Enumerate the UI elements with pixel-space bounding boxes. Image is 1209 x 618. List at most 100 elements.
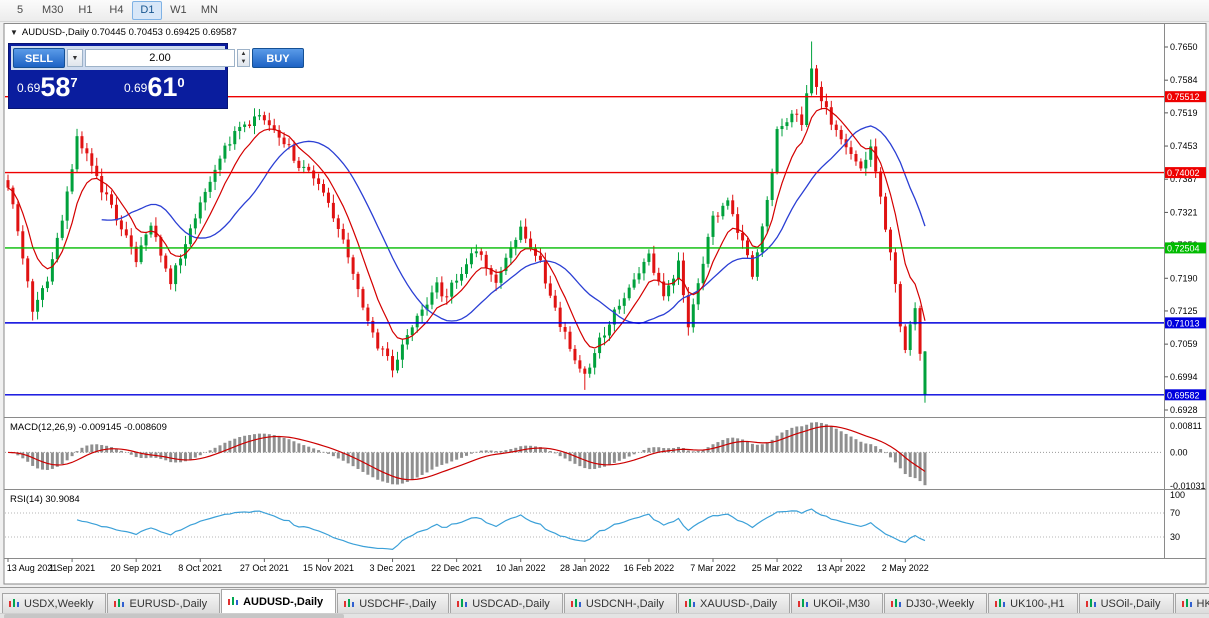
tab-usdchf-daily[interactable]: USDCHF-,Daily (337, 593, 450, 613)
tab-usdcad-daily[interactable]: USDCAD-,Daily (450, 593, 563, 613)
svg-text:0.6994: 0.6994 (1170, 372, 1198, 382)
svg-text:0.7519: 0.7519 (1170, 108, 1198, 118)
timeframe-button-h1[interactable]: H1 (78, 4, 93, 16)
svg-text:8 Oct 2021: 8 Oct 2021 (178, 563, 222, 573)
svg-text:10 Jan 2022: 10 Jan 2022 (496, 563, 546, 573)
svg-text:0.7453: 0.7453 (1170, 141, 1198, 151)
tab-label: XAUUSD-,Daily (700, 597, 778, 610)
symbol-ohlc-text: AUDUSD-,Daily 0.70445 0.70453 0.69425 0.… (21, 27, 237, 38)
tab-label: USOil-,Daily (1100, 597, 1161, 610)
chart-tab-icon (798, 599, 809, 607)
svg-text:0.7650: 0.7650 (1170, 42, 1198, 52)
sell-price-display[interactable]: 0.69587 (11, 71, 118, 106)
timeframe-button-w1[interactable]: W1 (170, 4, 187, 16)
svg-text:2 May 2022: 2 May 2022 (882, 563, 929, 573)
tab-audusd-daily-active[interactable]: AUDUSD-,Daily (221, 589, 337, 613)
sell-button[interactable]: SELL (13, 48, 65, 68)
timeframe-button-d1[interactable]: D1 (132, 1, 163, 20)
chart-tab-bar: USDX,Weekly EURUSD-,Daily AUDUSD-,Daily … (0, 587, 1209, 613)
tab-label: UKOil-,M30 (813, 597, 870, 610)
svg-text:25 Mar 2022: 25 Mar 2022 (752, 563, 803, 573)
tab-usdcnh-daily[interactable]: USDCNH-,Daily (563, 593, 678, 613)
timeframe-button-h4[interactable]: H4 (109, 4, 124, 16)
price-chart-canvas[interactable]: 0.7650 0.7584 0.7519 0.7453 0.7387 0.7321 0.72… (0, 22, 1209, 587)
volume-input[interactable] (85, 49, 235, 67)
svg-text:100: 100 (1170, 490, 1185, 500)
svg-text:13 Apr 2022: 13 Apr 2022 (817, 563, 866, 573)
chart-tab-icon (9, 599, 19, 607)
buy-price-sup: 0 (177, 75, 185, 90)
chart-tab-icon (228, 597, 239, 605)
buy-price-display[interactable]: 0.69610 (118, 71, 225, 106)
horizontal-scrollbar[interactable] (0, 613, 1209, 618)
tab-hk50[interactable]: HK50-, (1174, 593, 1209, 613)
svg-text:-0.01031: -0.01031 (1170, 481, 1206, 491)
ma-slow-line (101, 125, 926, 325)
chart-tab-icon (890, 599, 901, 607)
tab-xauusd-daily[interactable]: XAUUSD-,Daily (678, 593, 791, 613)
sell-price-prefix: 0.69 (17, 81, 41, 95)
macd-indicator-header: MACD(12,26,9) -0.009145 -0.008609 (10, 422, 167, 433)
svg-text:30: 30 (1170, 532, 1180, 542)
tab-label: USDX,Weekly (24, 597, 94, 610)
svg-text:0.7584: 0.7584 (1170, 75, 1198, 85)
volume-step-down-icon[interactable]: ▼ (240, 59, 247, 65)
chart-tab-icon (1181, 599, 1192, 607)
rsi-line (76, 508, 926, 551)
symbol-ohlc-header: ▼ AUDUSD-,Daily 0.70445 0.70453 0.69425 0… (10, 27, 237, 38)
tab-dj30-weekly[interactable]: DJ30-,Weekly (883, 593, 988, 613)
rsi-indicator-header: RSI(14) 30.9084 (10, 494, 80, 505)
macd-signal-line (7, 425, 926, 481)
chart-tab-icon (114, 599, 125, 607)
tab-label: AUDUSD-,Daily (243, 595, 324, 608)
tab-usdx-weekly[interactable]: USDX,Weekly (2, 593, 107, 613)
buy-price-big: 61 (147, 72, 178, 102)
rsi-pane (5, 512, 1164, 538)
buy-price-prefix: 0.69 (124, 81, 148, 95)
timeframe-button-m5[interactable]: 5 (16, 4, 24, 16)
scrollbar-thumb[interactable] (4, 614, 344, 618)
tab-label: HK50-, (1196, 597, 1209, 610)
tab-uk100-h1[interactable]: UK100-,H1 (988, 593, 1078, 613)
svg-text:0.74002: 0.74002 (1167, 168, 1200, 178)
sell-price-big: 58 (40, 72, 71, 102)
svg-text:1 Sep 2021: 1 Sep 2021 (49, 563, 95, 573)
timeframe-button-m30[interactable]: M30 (42, 4, 64, 16)
tab-label: USDCHF-,Daily (359, 597, 437, 610)
buy-button[interactable]: BUY (252, 48, 304, 68)
svg-text:20 Sep 2021: 20 Sep 2021 (111, 563, 162, 573)
chart-tab-icon (995, 599, 1006, 607)
tab-usoil-daily[interactable]: USOil-,Daily (1078, 593, 1174, 613)
svg-text:0.71013: 0.71013 (1167, 318, 1200, 328)
timeframe-button-mn[interactable]: MN (200, 4, 218, 16)
svg-text:0.69582: 0.69582 (1167, 390, 1200, 400)
chart-frame (3, 23, 1207, 585)
tab-label: EURUSD-,Daily (129, 597, 208, 610)
macd-histogram (5, 422, 1163, 486)
svg-text:0.00811: 0.00811 (1170, 421, 1202, 431)
tab-eurusd-daily[interactable]: EURUSD-,Daily (107, 593, 221, 613)
volume-dropdown-icon[interactable]: ▼ (67, 49, 83, 67)
svg-text:0.72504: 0.72504 (1167, 243, 1200, 253)
one-click-trading-panel: SELL ▼ ▲ ▼ BUY 0.69587 0.69610 (8, 43, 304, 109)
svg-text:0.6928: 0.6928 (1170, 405, 1198, 415)
chart-tab-icon (457, 599, 468, 607)
svg-text:15 Nov 2021: 15 Nov 2021 (303, 563, 354, 573)
chart-tab-icon (570, 599, 581, 607)
svg-text:3 Dec 2021: 3 Dec 2021 (370, 563, 416, 573)
chart-window[interactable]: 0.7650 0.7584 0.7519 0.7453 0.7387 0.7321 0.72… (0, 22, 1209, 587)
volume-stepper[interactable]: ▲ ▼ (237, 49, 250, 67)
svg-text:0.00: 0.00 (1170, 447, 1188, 457)
svg-text:7 Mar 2022: 7 Mar 2022 (690, 563, 736, 573)
price-axis: 0.7650 0.7584 0.7519 0.7453 0.7387 0.7321 0.72… (1164, 42, 1206, 542)
volume-step-up-icon[interactable]: ▲ (240, 51, 247, 57)
chart-tab-icon (344, 599, 355, 607)
svg-text:27 Oct 2021: 27 Oct 2021 (240, 563, 289, 573)
tab-label: USDCAD-,Daily (472, 597, 550, 610)
tab-label: DJ30-,Weekly (905, 597, 975, 610)
tab-ukoil-m30[interactable]: UKOil-,M30 (791, 593, 883, 613)
svg-text:0.75512: 0.75512 (1167, 92, 1200, 102)
svg-text:0.7321: 0.7321 (1170, 207, 1198, 217)
one-click-collapse-icon[interactable]: ▼ (10, 28, 18, 37)
